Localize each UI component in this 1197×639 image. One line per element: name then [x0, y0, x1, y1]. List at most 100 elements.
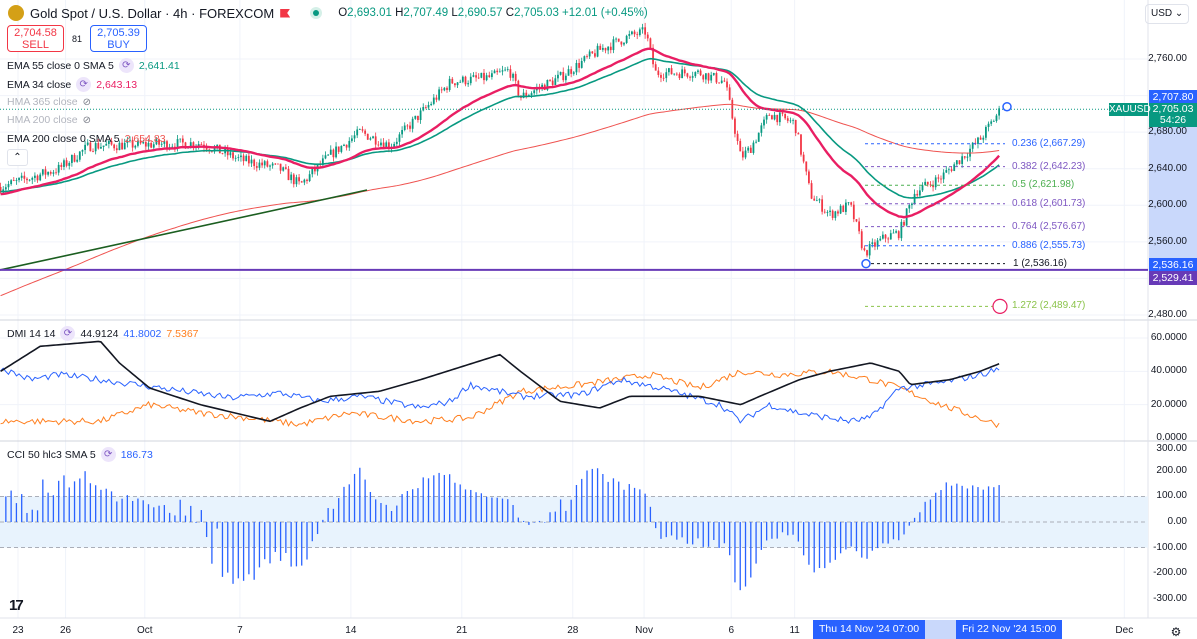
legend-dmi[interactable]: DMI 14 14 ⟳ 44.9124 41.8002 7.5367	[7, 326, 199, 341]
legend-cci[interactable]: CCI 50 hlc3 SMA 5 ⟳ 186.73	[7, 447, 153, 462]
candle-body	[998, 108, 1001, 116]
candle-body	[364, 130, 367, 134]
fib-level-label: 0.236 (2,667.29)	[1012, 137, 1086, 149]
price-axis-label: 2,560.00	[1148, 235, 1187, 247]
candle-body	[953, 164, 956, 171]
candle-body	[712, 73, 715, 75]
price-axis-label: 2,640.00	[1148, 162, 1187, 174]
candle-body	[15, 180, 18, 181]
hidden-eye-icon[interactable]: ⊘	[82, 114, 92, 126]
sell-button[interactable]: 2,704.58 SELL	[7, 25, 64, 52]
candle-body	[660, 74, 662, 78]
candle-body	[879, 238, 882, 241]
symbol-title[interactable]: Gold Spot / U.S. Dollar · 4h · FOREXCOM	[30, 5, 275, 21]
candle-body	[839, 205, 842, 214]
candle-body	[258, 162, 261, 168]
candle-body	[868, 244, 871, 256]
candle-body	[327, 154, 330, 156]
candle-body	[395, 141, 398, 144]
legend-ema200[interactable]: EMA 200 close 0 SMA 5 2,654.83	[7, 133, 166, 145]
candle-body	[393, 143, 396, 148]
candle-body	[691, 76, 694, 78]
candle-body	[863, 248, 866, 251]
candle-body	[763, 119, 765, 126]
candle-body	[736, 133, 739, 142]
candle-body	[303, 179, 306, 183]
candle-body	[966, 156, 969, 158]
candle-body	[567, 69, 570, 76]
candle-body	[818, 199, 821, 201]
candle-body	[609, 46, 612, 51]
candle-body	[451, 78, 454, 84]
candle-body	[990, 121, 993, 124]
candle-body	[797, 133, 800, 135]
candle-body	[842, 205, 845, 212]
candle-body	[929, 184, 932, 186]
candle-body	[934, 177, 937, 188]
candle-body	[469, 76, 472, 84]
sync-icon[interactable]: ⟳	[118, 58, 134, 73]
legend-ema34[interactable]: EMA 34 close ⟳ 2,643.13	[7, 77, 138, 92]
candle-body	[726, 81, 728, 88]
legend-hma200[interactable]: HMA 200 close ⊘	[7, 114, 92, 126]
legend-ema55[interactable]: EMA 55 close 0 SMA 5 ⟳ 2,641.41	[7, 58, 180, 73]
legend-hma365[interactable]: HMA 365 close ⊘	[7, 96, 92, 108]
candle-body	[631, 31, 633, 35]
candle-body	[277, 163, 279, 165]
symbol-header: Gold Spot / U.S. Dollar · 4h · FOREXCOM …	[8, 5, 648, 21]
candle-body	[549, 79, 551, 81]
candle-body	[446, 87, 448, 90]
candle-body	[107, 140, 110, 144]
fib-level-label: 0.5 (2,621.98)	[1012, 179, 1075, 191]
candle-body	[617, 38, 620, 42]
candle-body	[34, 175, 36, 178]
time-axis-label: Oct	[137, 625, 153, 636]
candle-body	[78, 151, 81, 160]
candle-body	[578, 62, 580, 68]
time-axis-label: 6	[728, 625, 735, 636]
candle-body	[485, 75, 488, 81]
candle-body	[628, 34, 631, 36]
candle-body	[982, 137, 985, 140]
candle-body	[546, 79, 549, 90]
candle-body	[417, 115, 419, 121]
candle-body	[158, 139, 160, 145]
collapse-legend-button[interactable]: ⌃	[7, 149, 28, 166]
settings-gear-icon[interactable]: ⚙	[1170, 625, 1182, 639]
plus-di-line	[0, 367, 1000, 424]
candle-body	[31, 177, 34, 180]
sync-icon[interactable]: ⟳	[76, 77, 92, 92]
flag-icon[interactable]	[280, 8, 291, 18]
currency-select[interactable]: USD ⌄	[1145, 4, 1189, 24]
sync-icon[interactable]: ⟳	[60, 326, 76, 341]
candle-body	[881, 234, 884, 239]
candle-body	[942, 172, 945, 180]
candle-body	[440, 89, 443, 91]
gold-logo-icon	[8, 5, 24, 21]
candle-body	[279, 163, 282, 171]
candle-body	[778, 112, 781, 123]
candle-body	[541, 84, 544, 89]
candle-body	[823, 211, 826, 213]
candle-body	[65, 160, 68, 166]
candle-body	[715, 73, 718, 83]
candle-body	[702, 75, 705, 80]
candle-body	[668, 68, 670, 73]
sync-icon[interactable]: ⟳	[100, 447, 116, 462]
buy-button[interactable]: 2,705.39 BUY	[90, 25, 148, 52]
candle-body	[123, 142, 126, 150]
candle-body	[385, 142, 388, 149]
fib-level-label: 0.382 (2,642.23)	[1012, 160, 1086, 172]
candle-body	[683, 69, 686, 74]
candle-body	[506, 69, 509, 70]
axis-range-highlight	[1149, 106, 1197, 264]
candle-body	[916, 193, 919, 196]
candle-body	[594, 53, 596, 57]
hidden-eye-icon[interactable]: ⊘	[82, 96, 92, 108]
tradingview-logo[interactable]: 17	[9, 597, 24, 614]
candle-body	[689, 76, 691, 78]
candle-body	[821, 199, 824, 212]
candle-body	[554, 78, 557, 85]
dmi-axis-label: 60.0000	[1150, 331, 1187, 343]
